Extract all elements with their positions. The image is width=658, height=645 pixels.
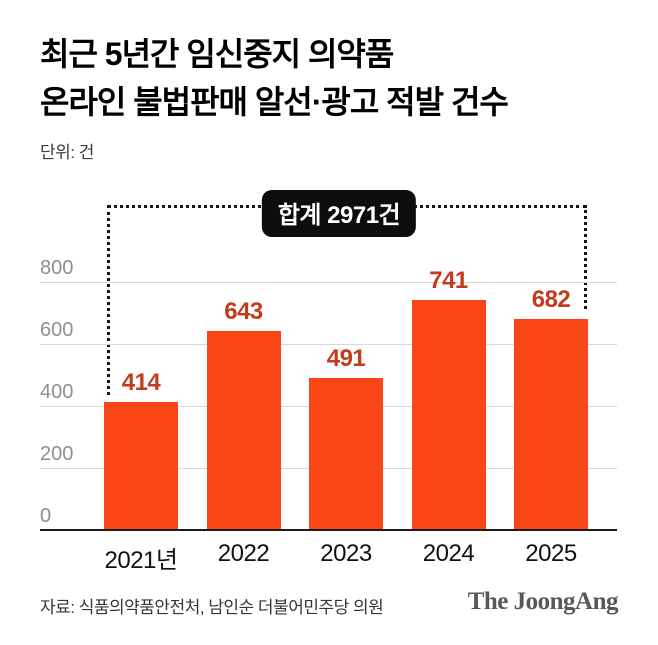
bar-2025 [514, 318, 588, 530]
y-axis-tick-600: 600 [40, 319, 74, 341]
title-line-2: 온라인 불법판매 알선·광고 적발 건수 [40, 84, 509, 120]
bar-value-label-2023: 491 [326, 344, 366, 372]
bar-value-label-2024: 741 [429, 267, 468, 295]
total-bracket-left-leg [107, 205, 110, 395]
bar-value-label-2021년: 414 [121, 368, 161, 396]
y-axis-tick-200: 200 [40, 443, 74, 465]
gridline-800 [40, 282, 617, 283]
x-axis-tick-2021년: 2021년 [104, 547, 178, 574]
bar-2022 [206, 330, 281, 530]
y-axis-tick-0: 0 [40, 505, 52, 527]
x-axis-tick-2025: 2025 [525, 540, 577, 567]
bar-2024 [411, 300, 486, 530]
gridline-600 [40, 344, 617, 345]
total-bracket-right-leg [584, 205, 587, 309]
y-axis-tick-800: 800 [40, 257, 74, 279]
publisher-logo: The JoongAng [467, 588, 619, 615]
bar-value-label-2025: 682 [531, 285, 571, 313]
x-axis-line [40, 529, 617, 531]
total-badge: 합계 2971건 [261, 190, 417, 237]
title-line-1: 최근 5년간 임신중지 의약품 [40, 36, 394, 72]
page-title: 최근 5년간 임신중지 의약품 온라인 불법판매 알선·광고 적발 건수 [40, 30, 509, 126]
unit-label: 단위: 건 [40, 143, 94, 162]
y-axis-tick-400: 400 [40, 381, 74, 403]
bar-2021년 [104, 401, 178, 530]
source-text: 자료: 식품의약품안전처, 남인순 더불어민주당 의원 [40, 598, 384, 617]
x-axis-tick-2023: 2023 [320, 540, 372, 567]
x-axis-tick-2022: 2022 [217, 540, 270, 567]
bar-2023 [309, 377, 383, 530]
x-axis-tick-2024: 2024 [422, 540, 475, 567]
bar-value-label-2022: 643 [224, 297, 263, 325]
